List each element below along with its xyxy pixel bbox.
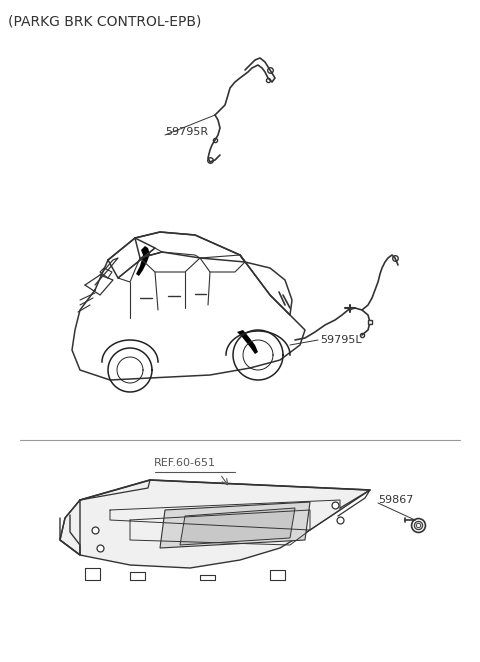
Text: REF.60-651: REF.60-651	[154, 458, 216, 468]
Text: 59867: 59867	[378, 495, 413, 505]
Polygon shape	[136, 246, 150, 276]
Text: (PARKG BRK CONTROL-EPB): (PARKG BRK CONTROL-EPB)	[8, 14, 202, 28]
Text: 59795R: 59795R	[165, 127, 208, 137]
Polygon shape	[60, 480, 370, 568]
Text: 59795L: 59795L	[320, 335, 361, 345]
Polygon shape	[180, 508, 295, 545]
Polygon shape	[237, 330, 258, 354]
Polygon shape	[160, 502, 310, 548]
